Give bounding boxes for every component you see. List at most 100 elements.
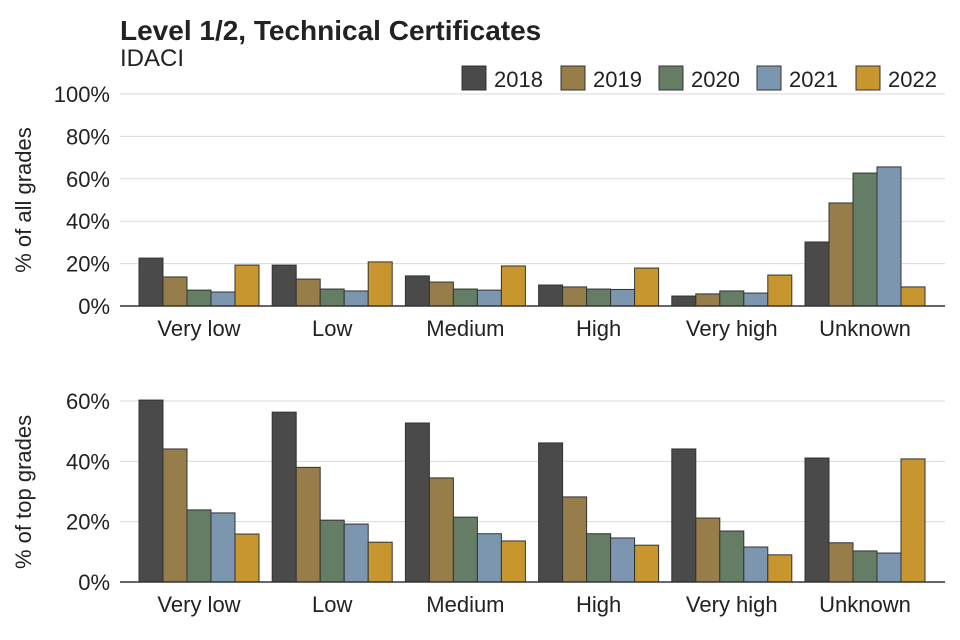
y-tick-label: 0% (78, 570, 110, 595)
bar-2020-unknown (852, 550, 878, 583)
bar-2019-high (562, 496, 588, 583)
legend-label-2021: 2021 (789, 67, 838, 92)
bar-2019-low (295, 278, 321, 307)
bar-2022-very-high (767, 554, 793, 583)
x-tick-label: Unknown (819, 592, 911, 617)
legend-swatch-2018 (461, 65, 487, 91)
x-tick-label: Very low (157, 316, 240, 341)
bar-2021-very-high (743, 546, 769, 583)
bar-2018-high (538, 284, 564, 307)
bar-2019-medium (428, 281, 454, 307)
bar-2018-low (271, 264, 297, 307)
bar-2019-low (295, 466, 321, 583)
x-tick-label: Low (312, 316, 352, 341)
bar-2021-very-high (743, 292, 769, 307)
bar-2021-medium (476, 289, 502, 307)
bar-2019-medium (428, 477, 454, 583)
bar-2020-low (319, 519, 345, 583)
bar-2018-unknown (804, 457, 830, 583)
bar-2021-unknown (876, 166, 902, 307)
bar-2022-medium (500, 540, 526, 583)
legend-swatch-2021 (756, 65, 782, 91)
bar-2021-unknown (876, 552, 902, 583)
x-tick-label: Very low (157, 592, 240, 617)
legend-label-2018: 2018 (494, 67, 543, 92)
y-tick-label: 0% (78, 294, 110, 319)
legend-swatch-2019 (560, 65, 586, 91)
bar-2022-unknown (900, 286, 926, 307)
bar-2018-high (538, 442, 564, 583)
bar-2020-medium (452, 288, 478, 307)
bar-2018-very-low (138, 257, 164, 307)
bar-2018-unknown (804, 241, 830, 307)
bar-2019-very-high (695, 517, 721, 583)
panel-top-grades: 0% 20% 40% 60% % of top grades Very low Low Med… (11, 389, 945, 617)
y-tick-label: 40% (66, 209, 110, 234)
bar-2020-medium (452, 516, 478, 583)
bar-2019-unknown (828, 202, 854, 307)
bar-2018-medium (404, 275, 430, 307)
bar-2018-very-high (671, 448, 697, 583)
x-tick-label: Unknown (819, 316, 911, 341)
panel-all-grades: 0% 20% 40% 60% 80% 100% % of all grades Very lo… (11, 82, 945, 341)
bar-2020-low (319, 288, 345, 307)
chart-subtitle: IDACI (120, 45, 184, 72)
bar-2018-medium (404, 422, 430, 583)
bar-2018-very-high (671, 295, 697, 307)
x-tick-label: High (576, 592, 621, 617)
x-tick-label: Low (312, 592, 352, 617)
bar-2022-very-low (234, 533, 260, 583)
bar-2020-high (586, 288, 612, 307)
bar-2019-very-low (162, 276, 188, 307)
bar-2021-very-low (210, 512, 236, 583)
bar-2020-very-low (186, 509, 212, 583)
bar-2018-very-low (138, 399, 164, 583)
bar-2020-very-low (186, 289, 212, 307)
x-tick-label: Medium (426, 316, 504, 341)
bar-2022-low (367, 261, 393, 307)
bar-2018-low (271, 411, 297, 583)
bar-2020-very-high (719, 290, 745, 307)
bar-2020-unknown (852, 172, 878, 307)
y-tick-label: 80% (66, 124, 110, 149)
bar-2019-very-low (162, 448, 188, 583)
y-axis-label: % of top grades (11, 415, 36, 569)
legend-label-2022: 2022 (888, 67, 937, 92)
bar-2019-high (562, 286, 588, 307)
bar-2022-medium (500, 265, 526, 307)
y-tick-label: 60% (66, 167, 110, 192)
bar-2019-unknown (828, 542, 854, 583)
bar-2021-very-low (210, 291, 236, 307)
legend-swatch-2020 (658, 65, 684, 91)
y-axis-label: % of all grades (11, 127, 36, 273)
bar-2022-high (634, 267, 660, 307)
bar-2019-very-high (695, 293, 721, 307)
bar-2021-high (610, 288, 636, 307)
x-tick-label: Medium (426, 592, 504, 617)
bar-2021-low (343, 290, 369, 307)
bar-2020-very-high (719, 530, 745, 583)
bar-2022-low (367, 541, 393, 583)
bar-2022-unknown (900, 458, 926, 583)
y-tick-label: 40% (66, 449, 110, 474)
legend-label-2020: 2020 (691, 67, 740, 92)
y-tick-label: 60% (66, 389, 110, 414)
x-tick-label: High (576, 316, 621, 341)
chart-title: Level 1/2, Technical Certificates (120, 15, 541, 46)
y-tick-label: 20% (66, 510, 110, 535)
legend-swatch-2022 (855, 65, 881, 91)
y-tick-label: 100% (54, 82, 110, 107)
bar-2022-high (634, 544, 660, 583)
bar-2021-medium (476, 533, 502, 583)
bar-2021-high (610, 537, 636, 583)
bar-2020-high (586, 533, 612, 583)
legend: 2018 2019 2020 2021 2022 (461, 65, 937, 92)
bar-2022-very-high (767, 274, 793, 307)
y-tick-label: 20% (66, 252, 110, 277)
legend-label-2019: 2019 (593, 67, 642, 92)
x-tick-label: Very high (686, 592, 778, 617)
x-tick-label: Very high (686, 316, 778, 341)
bar-2021-low (343, 523, 369, 583)
bar-2022-very-low (234, 264, 260, 307)
